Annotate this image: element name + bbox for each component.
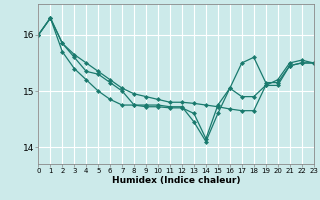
X-axis label: Humidex (Indice chaleur): Humidex (Indice chaleur) bbox=[112, 176, 240, 185]
